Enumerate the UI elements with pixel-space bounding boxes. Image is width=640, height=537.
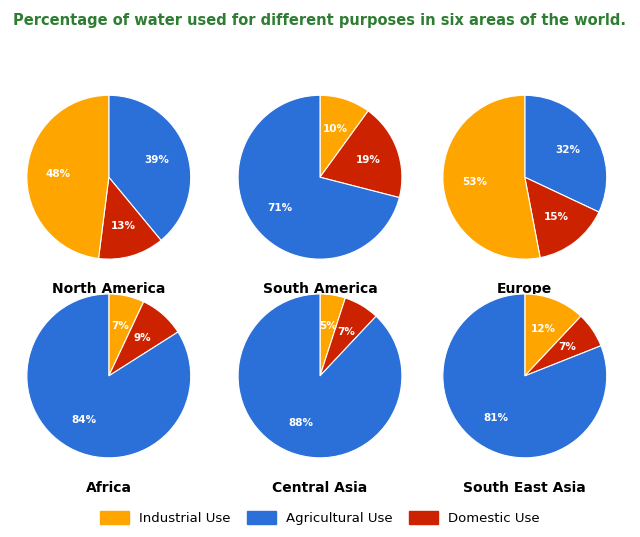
Text: 7%: 7% bbox=[558, 343, 576, 352]
Wedge shape bbox=[320, 111, 402, 198]
Wedge shape bbox=[27, 294, 191, 458]
Wedge shape bbox=[238, 95, 399, 259]
Text: 5%: 5% bbox=[319, 321, 337, 331]
Text: 15%: 15% bbox=[543, 212, 568, 222]
Text: 84%: 84% bbox=[72, 416, 97, 425]
Text: 39%: 39% bbox=[144, 155, 169, 165]
Text: 48%: 48% bbox=[45, 169, 70, 179]
Wedge shape bbox=[238, 294, 402, 458]
Text: 32%: 32% bbox=[555, 145, 580, 155]
Wedge shape bbox=[99, 177, 161, 259]
Text: 13%: 13% bbox=[111, 221, 136, 231]
Text: Europe: Europe bbox=[497, 282, 552, 296]
Text: 81%: 81% bbox=[484, 413, 509, 423]
Wedge shape bbox=[109, 95, 191, 241]
Wedge shape bbox=[525, 95, 607, 212]
Text: 71%: 71% bbox=[268, 204, 292, 213]
Wedge shape bbox=[320, 294, 346, 376]
Text: 10%: 10% bbox=[323, 124, 348, 134]
Text: Africa: Africa bbox=[86, 481, 132, 495]
Text: 9%: 9% bbox=[134, 333, 151, 343]
Wedge shape bbox=[443, 95, 540, 259]
Text: 12%: 12% bbox=[531, 324, 556, 333]
Wedge shape bbox=[320, 298, 376, 376]
Wedge shape bbox=[525, 316, 601, 376]
Text: South America: South America bbox=[262, 282, 378, 296]
Text: Central Asia: Central Asia bbox=[273, 481, 367, 495]
Wedge shape bbox=[109, 294, 143, 376]
Legend: Industrial Use, Agricultural Use, Domestic Use: Industrial Use, Agricultural Use, Domest… bbox=[95, 506, 545, 531]
Text: South East Asia: South East Asia bbox=[463, 481, 586, 495]
Text: 53%: 53% bbox=[461, 177, 487, 187]
Wedge shape bbox=[109, 302, 178, 376]
Wedge shape bbox=[525, 177, 599, 258]
Text: 19%: 19% bbox=[355, 155, 380, 165]
Text: 7%: 7% bbox=[337, 327, 355, 337]
Wedge shape bbox=[320, 95, 368, 177]
Wedge shape bbox=[443, 294, 607, 458]
Text: Percentage of water used for different purposes in six areas of the world.: Percentage of water used for different p… bbox=[13, 13, 626, 28]
Wedge shape bbox=[525, 294, 581, 376]
Text: 88%: 88% bbox=[289, 418, 314, 428]
Text: 7%: 7% bbox=[111, 321, 129, 331]
Wedge shape bbox=[27, 95, 109, 258]
Text: North America: North America bbox=[52, 282, 166, 296]
